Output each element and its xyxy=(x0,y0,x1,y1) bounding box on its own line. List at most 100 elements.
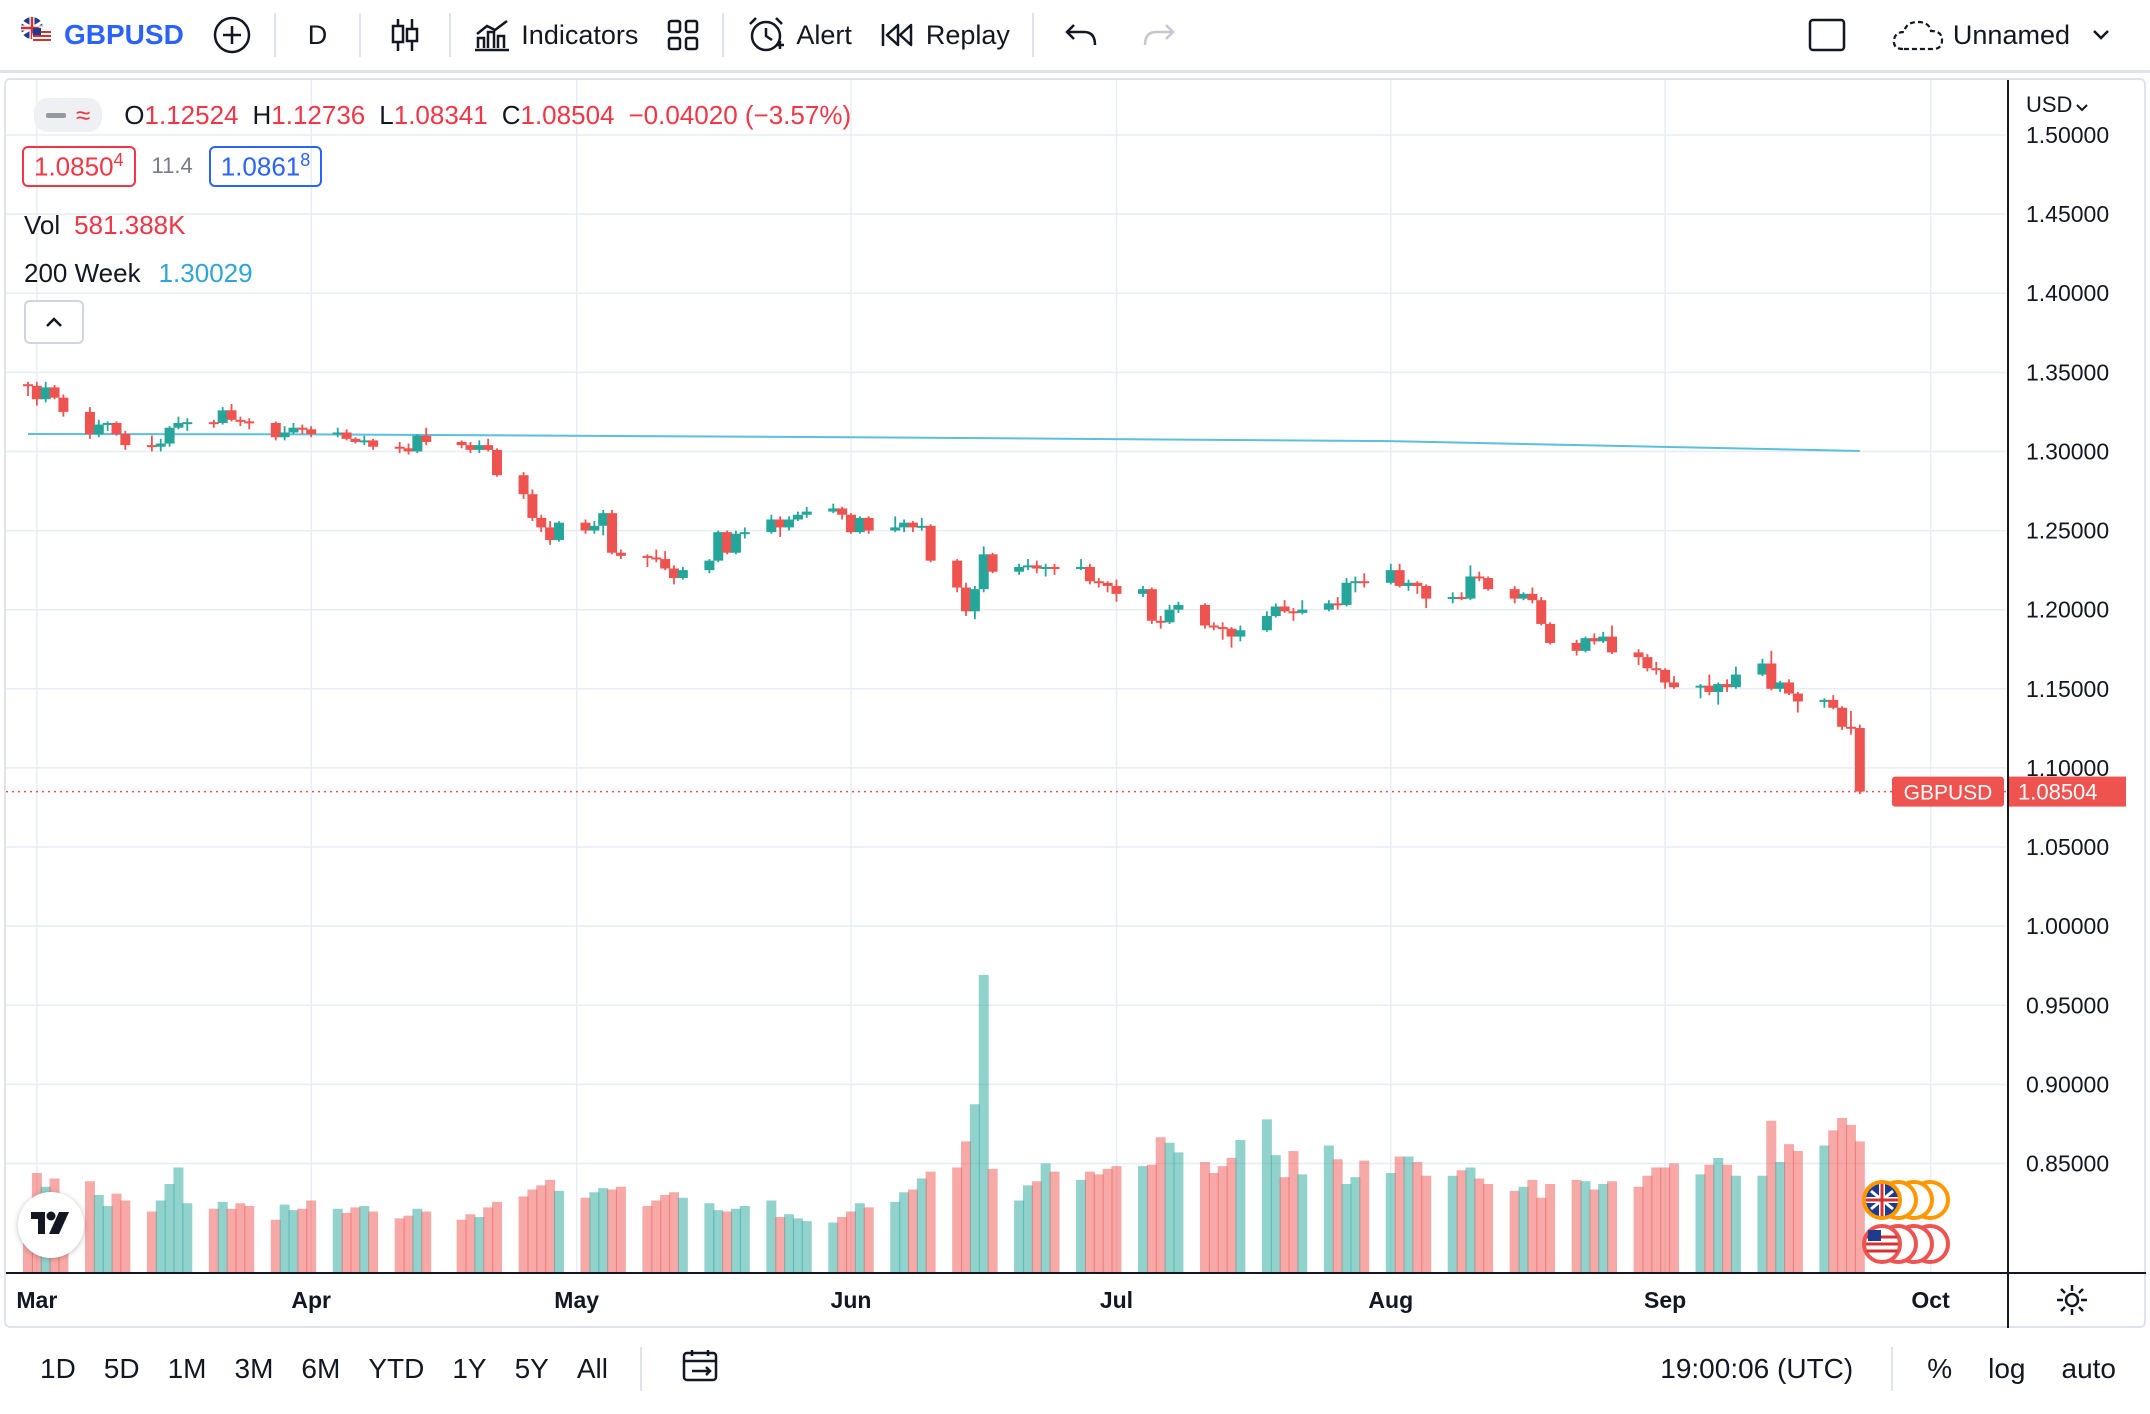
candle xyxy=(1111,579,1122,602)
templates-button[interactable] xyxy=(652,0,714,70)
volume-bar xyxy=(1332,1159,1343,1272)
candle-body xyxy=(332,432,343,435)
candle-body xyxy=(394,446,405,449)
price-tick-label: 1.25000 xyxy=(2026,518,2109,544)
candle-body xyxy=(580,522,591,531)
collapse-legend-button[interactable] xyxy=(24,300,84,344)
select-mode-button[interactable] xyxy=(1777,0,1877,70)
currency-dropdown[interactable]: USD xyxy=(2026,92,2089,118)
indicators-chart-icon xyxy=(473,18,511,52)
range-5d[interactable]: 5D xyxy=(103,1353,140,1384)
volume-bar xyxy=(925,1171,936,1272)
candle xyxy=(952,559,963,593)
candle xyxy=(987,552,998,574)
candle-body xyxy=(890,527,901,531)
volume-bar xyxy=(359,1206,370,1272)
range-all[interactable]: All xyxy=(576,1353,608,1384)
candle xyxy=(916,517,927,531)
currency-label: USD xyxy=(2026,92,2073,117)
undo-button[interactable] xyxy=(1042,0,1120,70)
compare-symbol-button[interactable] xyxy=(198,0,266,70)
volume-bar xyxy=(1730,1175,1741,1272)
volume-bar xyxy=(341,1212,352,1272)
range-1m[interactable]: 1M xyxy=(167,1353,207,1384)
volume-bar xyxy=(1784,1144,1795,1272)
candle xyxy=(969,585,980,620)
candle xyxy=(1695,684,1706,699)
volume-bar xyxy=(1527,1179,1538,1272)
candle-body xyxy=(492,449,503,476)
redo-button[interactable] xyxy=(1120,0,1198,70)
replay-button[interactable]: Replay xyxy=(866,0,1024,70)
volume-bar xyxy=(1350,1177,1361,1272)
candle xyxy=(730,530,741,555)
price-tick-label: 0.90000 xyxy=(2026,1071,2109,1097)
candle xyxy=(465,441,476,454)
volume-bar xyxy=(545,1179,556,1272)
tradingview-logo[interactable] xyxy=(18,1192,84,1258)
candle xyxy=(1341,578,1352,607)
candle xyxy=(1766,650,1777,691)
volume-bar xyxy=(784,1214,795,1272)
layout-name-button[interactable]: Unnamed xyxy=(1877,0,2150,70)
chart-type-button[interactable] xyxy=(369,0,441,70)
alert-label: Alert xyxy=(796,19,852,50)
volume-bar xyxy=(1111,1166,1122,1272)
goto-date-button[interactable] xyxy=(650,1348,750,1391)
volume-bar xyxy=(1421,1175,1432,1272)
log-toggle[interactable]: log xyxy=(1988,1353,2026,1384)
auto-toggle[interactable]: auto xyxy=(2061,1353,2117,1384)
range-6m[interactable]: 6M xyxy=(301,1353,341,1384)
candle-body xyxy=(1483,578,1494,590)
indicators-button[interactable]: Indicators xyxy=(459,0,652,70)
volume-bar xyxy=(845,1211,856,1272)
candle-body xyxy=(102,422,113,425)
candle-body xyxy=(1297,609,1308,613)
range-1d[interactable]: 1D xyxy=(40,1353,76,1384)
symbol-search-button[interactable]: GBPUSD xyxy=(0,0,198,70)
candle-body xyxy=(1465,576,1476,599)
volume-bar xyxy=(1509,1190,1520,1272)
volume-bar xyxy=(421,1211,432,1272)
percent-toggle[interactable]: % xyxy=(1927,1353,1953,1384)
candle xyxy=(1084,563,1095,585)
candle-body xyxy=(952,560,963,588)
alert-button[interactable]: Alert xyxy=(732,0,866,70)
candle xyxy=(784,516,795,531)
candle-body xyxy=(660,559,671,569)
range-ytd[interactable]: YTD xyxy=(368,1353,425,1384)
volume-bar xyxy=(1049,1171,1060,1272)
chart-settings-button[interactable] xyxy=(2054,1282,2090,1323)
candle xyxy=(615,549,626,560)
plus-circle-icon xyxy=(212,15,252,55)
ma-value: 1.30029 xyxy=(158,258,253,288)
candle-body xyxy=(1279,606,1290,612)
sell-button[interactable]: 1.08504 xyxy=(22,146,136,187)
volume-bar xyxy=(589,1192,600,1272)
candle xyxy=(1465,565,1476,601)
candle xyxy=(270,421,281,441)
candle xyxy=(642,554,653,567)
last-symbol-tag xyxy=(1892,776,2004,807)
economic-events[interactable] xyxy=(1862,1178,1972,1268)
candle xyxy=(589,521,600,534)
candle xyxy=(208,419,219,428)
candle-body xyxy=(1173,604,1184,610)
candle xyxy=(1757,658,1768,677)
range-1y[interactable]: 1Y xyxy=(452,1353,487,1384)
candle xyxy=(1199,603,1210,629)
volume-bar xyxy=(1288,1151,1299,1272)
legend-toggle[interactable]: ≈ xyxy=(34,98,103,132)
interval-button[interactable]: D xyxy=(284,0,352,70)
volume-bar xyxy=(1651,1167,1662,1272)
buy-button[interactable]: 1.08618 xyxy=(208,146,323,187)
volume-bar xyxy=(863,1207,874,1272)
top-toolbar: GBPUSD D Indicators Alert Re xyxy=(0,0,2150,73)
range-3m[interactable]: 3M xyxy=(234,1353,274,1384)
range-5y[interactable]: 5Y xyxy=(514,1353,549,1384)
candle xyxy=(1022,559,1033,571)
candle xyxy=(660,551,671,571)
last-price-tag-text: 1.08504 xyxy=(2018,780,2098,805)
clock-time[interactable]: 19:00:06 (UTC) xyxy=(1660,1353,1854,1384)
